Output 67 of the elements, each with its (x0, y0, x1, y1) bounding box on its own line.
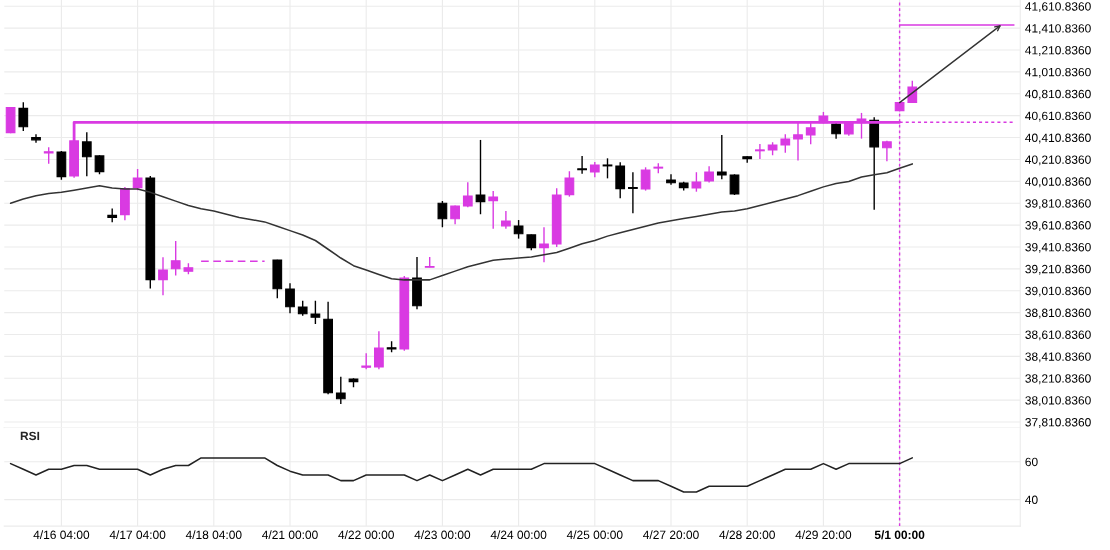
x-tick-label: 5/1 00:00 (874, 530, 925, 540)
y-tick-label: 38,210.8360 (1025, 374, 1091, 385)
candlestick (666, 173, 676, 186)
line-series (9, 163, 914, 281)
candlestick (285, 282, 295, 314)
y-tick-label: 38,810.8360 (1025, 308, 1091, 319)
candlestick (755, 143, 765, 160)
x-tick-label: 4/24 00:00 (490, 530, 547, 540)
candlestick (475, 139, 486, 215)
candlestick (577, 155, 587, 175)
x-tick-label: 4/28 20:00 (719, 530, 775, 540)
y-tick-label: 39,610.8360 (1025, 221, 1091, 231)
candlestick (628, 171, 638, 214)
candlestick (729, 173, 740, 196)
x-tick-label: 4/23 00:00 (414, 530, 471, 540)
candlestick (691, 171, 702, 193)
y-tick-label: 39,410.8360 (1025, 242, 1091, 253)
y-tick-label: 60 (1025, 457, 1038, 467)
candlestick (310, 299, 321, 325)
y-tick-label: 41,410.8360 (1025, 24, 1091, 34)
candlestick (564, 170, 575, 198)
candlestick (437, 200, 448, 228)
candlestick (640, 166, 651, 192)
candlestick (31, 133, 41, 144)
y-tick-label: 40 (1025, 495, 1038, 505)
candlestick (907, 80, 918, 104)
y-tick-label: 38,010.8360 (1025, 396, 1091, 407)
candlestick (158, 256, 168, 297)
y-tick-label: 41,210.8360 (1025, 46, 1091, 56)
candlestick (335, 376, 346, 405)
y-tick-label: 39,810.8360 (1025, 199, 1091, 210)
candlestick (513, 219, 524, 240)
y-tick-label: 38,610.8360 (1025, 330, 1091, 341)
x-tick-label: 4/16 04:00 (33, 530, 90, 540)
y-tick-label: 40,410.8360 (1025, 133, 1091, 144)
x-tick-label: 4/21 00:00 (262, 530, 318, 540)
y-tick-label: 40,610.8360 (1025, 111, 1091, 122)
candlestick (602, 157, 613, 180)
line-series (9, 457, 914, 493)
candlestick (450, 204, 460, 225)
y-tick-label: 39,210.8360 (1025, 264, 1091, 275)
candlestick (94, 154, 105, 175)
candlestick (539, 226, 549, 263)
candlestick (615, 161, 626, 199)
x-tick-label: 4/22 00:00 (338, 530, 394, 540)
y-tick-label: 38,410.8360 (1025, 352, 1091, 363)
x-tick-label: 4/27 20:00 (643, 530, 699, 540)
x-tick-label: 4/17 04:00 (109, 530, 166, 540)
y-tick-label: 40,810.8360 (1025, 89, 1091, 100)
x-tick-label: 4/25 00:00 (566, 530, 623, 540)
candlestick (780, 133, 791, 154)
candlestick (462, 181, 473, 208)
y-tick-label: 39,010.8360 (1025, 286, 1091, 297)
candlestick (81, 131, 92, 177)
candlestick (170, 240, 181, 277)
y-tick-label: 40,210.8360 (1025, 155, 1091, 166)
chart-title: RSI (20, 431, 40, 441)
y-tick-label: 40,010.8360 (1025, 177, 1091, 188)
y-tick-label: 41,010.8360 (1025, 67, 1091, 78)
x-tick-label: 4/18 04:00 (185, 530, 242, 540)
y-tick-label: 41,610.8360 (1025, 2, 1091, 13)
candlestick (488, 190, 499, 230)
candlestick (18, 101, 29, 132)
y-tick-label: 37,810.8360 (1025, 418, 1091, 428)
candlestick (716, 134, 727, 180)
candlestick (374, 330, 384, 370)
x-tick-label: 4/29 20:00 (795, 530, 852, 540)
